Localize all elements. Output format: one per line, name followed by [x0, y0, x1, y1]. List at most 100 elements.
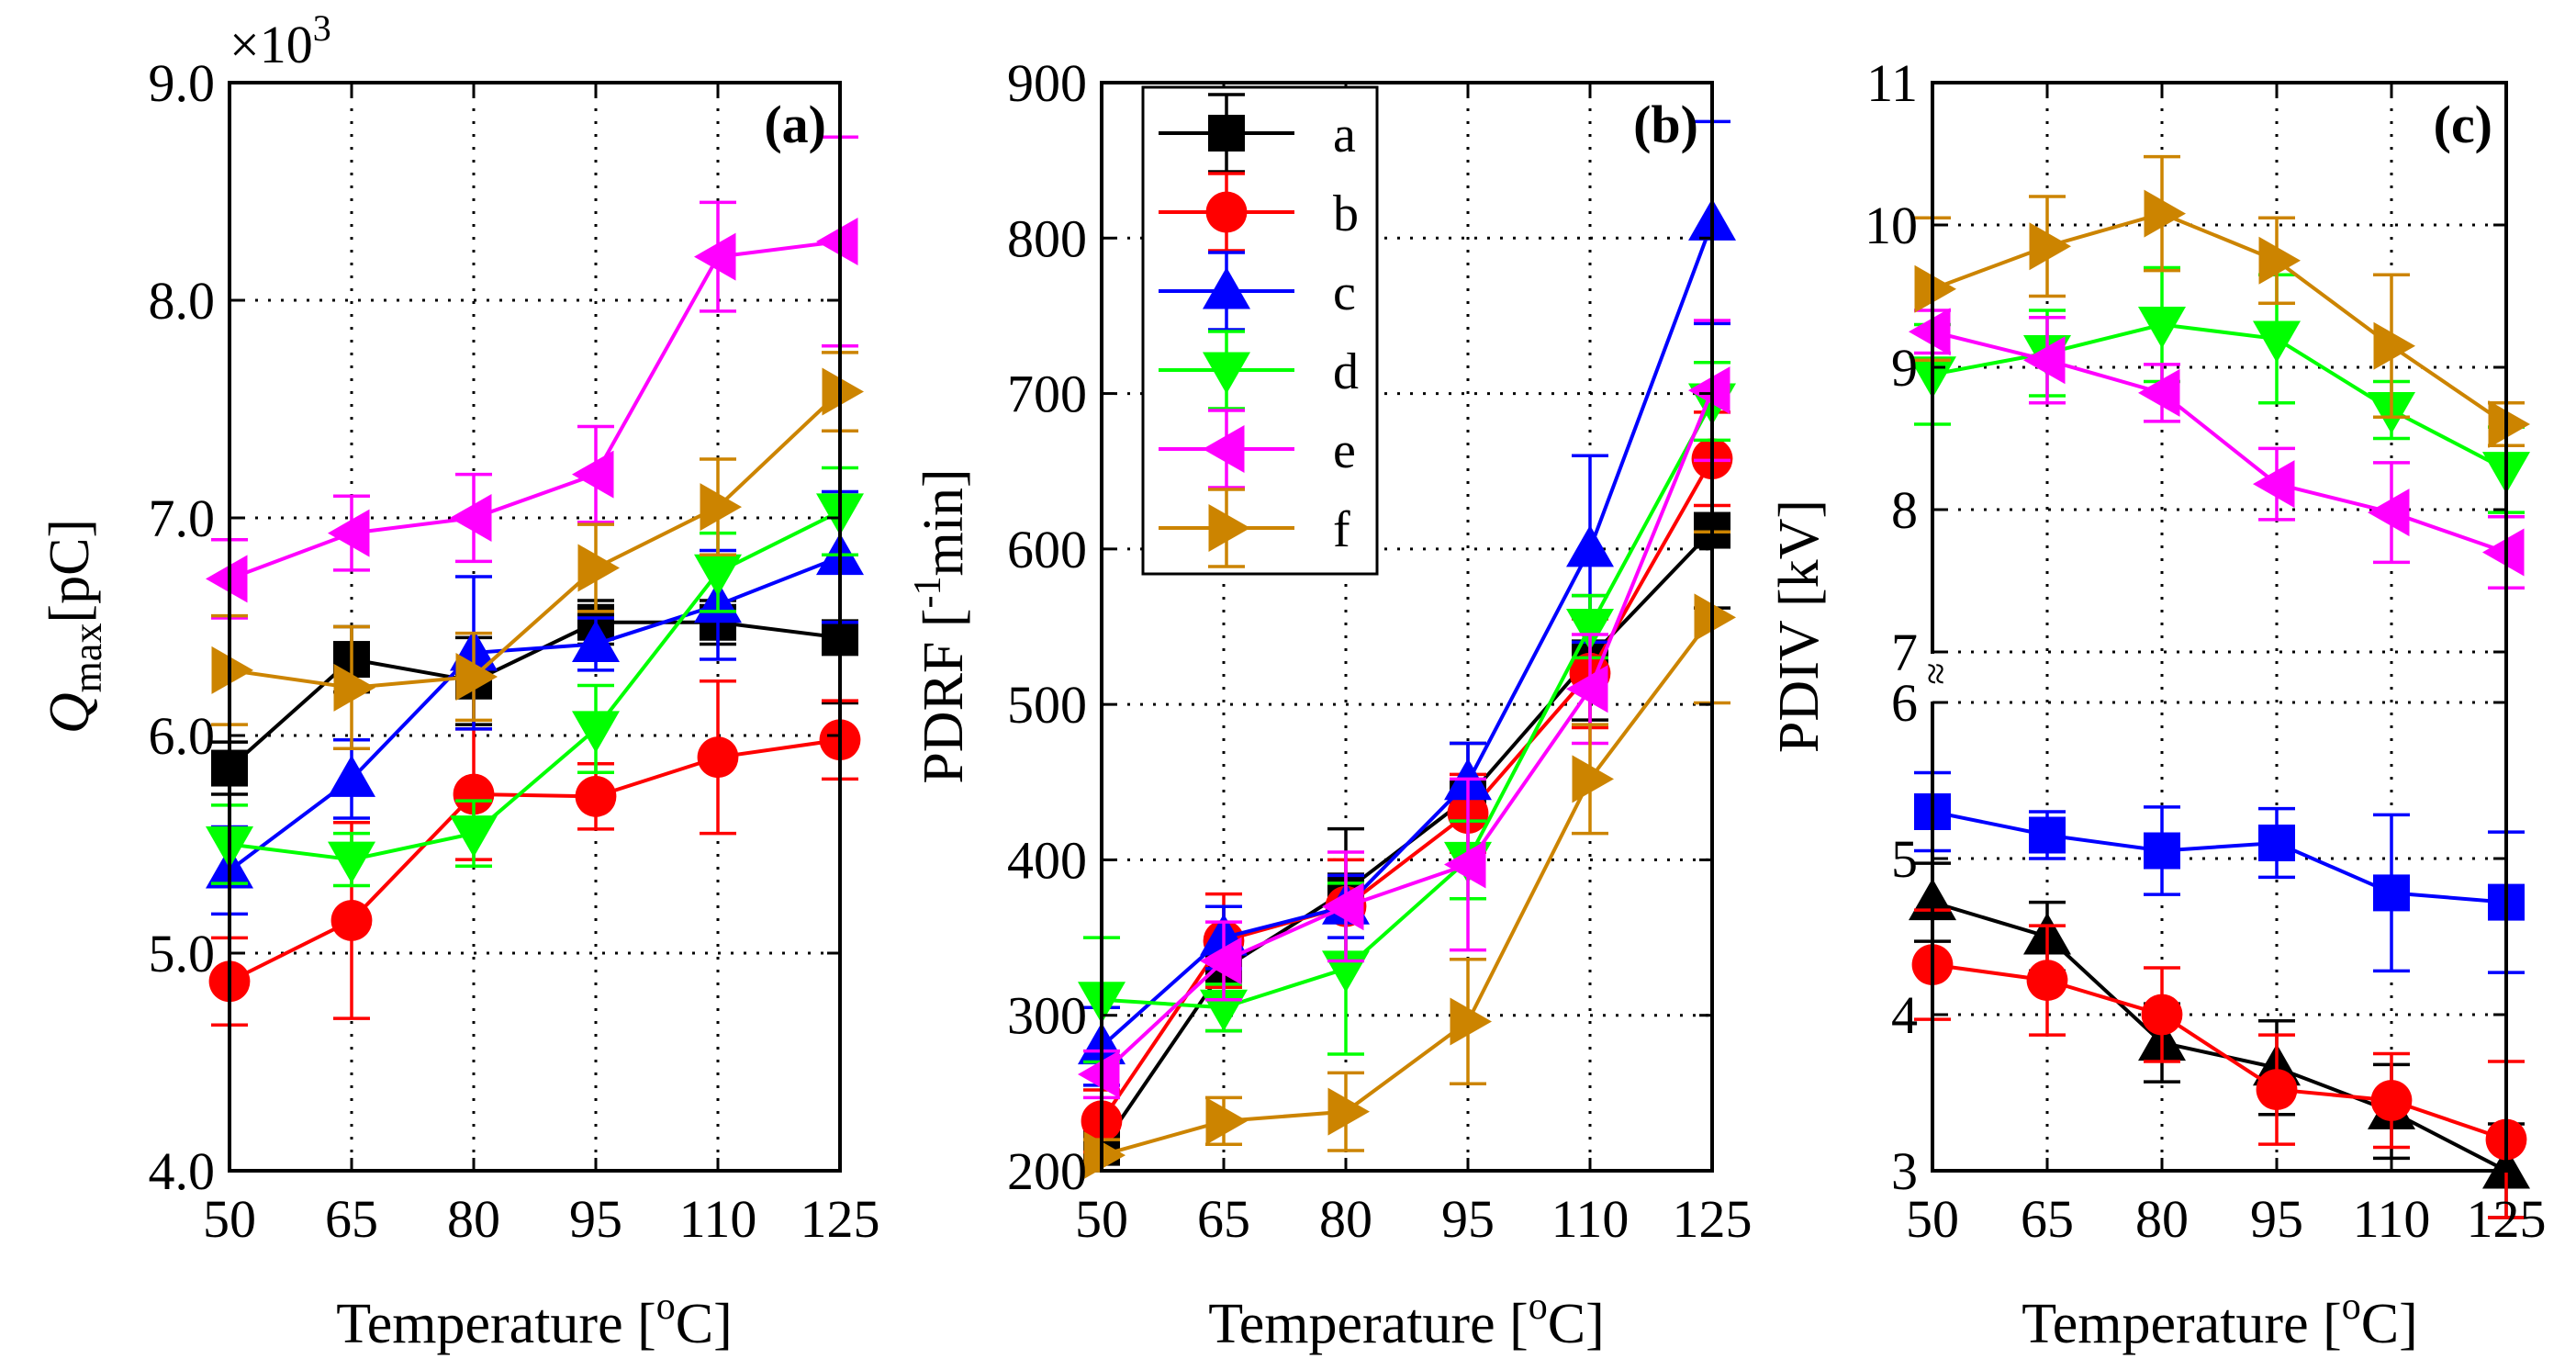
- data-point-c: [572, 620, 620, 662]
- series-f: [1914, 154, 2530, 448]
- data-point-c: [2258, 825, 2295, 861]
- legend-label-c: c: [1333, 264, 1356, 321]
- series-line-f: [1101, 616, 1714, 1157]
- x-tick-label: 125: [2467, 1189, 2547, 1249]
- y-tick-label: 700: [1007, 365, 1087, 424]
- axis-break-gap: [1928, 654, 1939, 702]
- panel-a-x-axis-label: Temperature [oC]: [336, 1286, 733, 1355]
- data-point-f: [1572, 755, 1614, 803]
- x-tick-label: 125: [801, 1189, 880, 1249]
- data-point-b: [697, 736, 739, 779]
- y-tick-label: 200: [1007, 1141, 1087, 1201]
- series-line-e: [1932, 330, 2507, 555]
- x-tick-label: 65: [325, 1189, 378, 1249]
- y-tick-label: 11: [1866, 53, 1918, 113]
- data-point-e: [328, 509, 370, 557]
- series-line-d: [1932, 322, 2507, 472]
- data-point-f: [2144, 189, 2186, 238]
- legend-label-d: d: [1333, 343, 1359, 400]
- axis-break-mark: ≈: [1913, 663, 1958, 685]
- x-tick-label: 50: [1075, 1189, 1128, 1249]
- series-e: [1909, 308, 2525, 590]
- legend-marker-d: [1203, 352, 1250, 394]
- data-point-b: [2256, 1069, 2298, 1110]
- data-point-d: [2253, 320, 2301, 363]
- panel-b-frame: [1100, 81, 1714, 1173]
- data-point-c: [2029, 816, 2066, 854]
- legend-item-c: c: [1159, 251, 1356, 331]
- data-point-e: [2023, 336, 2066, 385]
- panel-c-x-ticks: 50 65 80 95 110 125: [1906, 83, 2547, 1249]
- series-line-f: [229, 390, 842, 690]
- legend-label-b: b: [1333, 185, 1359, 242]
- panel-a-frame: [228, 81, 842, 1173]
- y-tick-label: 3: [1891, 1141, 1918, 1201]
- x-tick-label: 110: [2353, 1189, 2431, 1249]
- panel-b-x-axis-label: Temperature [oC]: [1208, 1286, 1605, 1355]
- legend-marker-a: [1208, 115, 1245, 152]
- data-point-f: [455, 653, 498, 702]
- x-tick-label: 110: [1551, 1189, 1630, 1249]
- y-tick-label: 5: [1891, 829, 1918, 889]
- panel-c-series: [1909, 154, 2530, 1219]
- series-line-b: [229, 737, 841, 983]
- data-point-f: [1327, 1087, 1370, 1136]
- panel-a-y-axis-label: Qmax[pC]: [39, 519, 110, 734]
- legend-label-f: f: [1333, 501, 1350, 558]
- data-point-c: [2144, 832, 2180, 870]
- legend-item-d: d: [1159, 330, 1359, 410]
- data-point-e: [1322, 882, 1364, 931]
- panel-b-series: [1078, 119, 1736, 1180]
- data-point-f: [2029, 222, 2071, 271]
- legend-item-b: b: [1159, 172, 1359, 253]
- x-tick-label: 50: [203, 1189, 256, 1249]
- data-point-e: [2253, 460, 2295, 509]
- panel-a-y-ticks: 4.0 5.0 6.0 7.0 8.0 9.0: [149, 53, 840, 1201]
- x-tick-label: 80: [2135, 1189, 2189, 1249]
- panel-b-y-ticks: 200 300 400 500 600 700 800 900: [1007, 53, 1712, 1201]
- data-point-e: [1909, 308, 1951, 356]
- data-point-f: [333, 663, 375, 712]
- data-point-f: [2373, 321, 2415, 370]
- data-point-e: [2368, 488, 2410, 537]
- panel-b-label: (b): [1633, 95, 1698, 154]
- x-tick-label: 95: [2250, 1189, 2303, 1249]
- y-tick-label: 5.0: [149, 924, 216, 983]
- series-line-e: [1100, 389, 1714, 1076]
- panel-a-y-multiplier: ×103: [230, 7, 331, 74]
- x-tick-label: 65: [2021, 1189, 2074, 1249]
- legend-marker-e: [1203, 425, 1245, 473]
- legend-item-e: e: [1159, 409, 1356, 489]
- data-point-b: [453, 773, 495, 815]
- y-tick-label: 7.0: [149, 488, 216, 548]
- panel-c-grid: [1932, 83, 2506, 1171]
- series-line-c: [1932, 810, 2507, 904]
- legend-label-a: a: [1333, 107, 1356, 163]
- data-point-f: [577, 544, 620, 592]
- panel-c-y-ticks: 3 4 5 67 8 9 10 11: [1865, 53, 2506, 1201]
- y-tick-label: 6.0: [149, 706, 216, 766]
- data-point-f: [700, 483, 742, 532]
- x-tick-label: 125: [1673, 1189, 1753, 1249]
- y-tick-label: 7: [1891, 623, 1918, 682]
- legend-item-f: f: [1159, 488, 1350, 568]
- data-point-f: [1914, 264, 1956, 313]
- data-point-d: [1566, 609, 1614, 651]
- data-point-e: [1444, 840, 1486, 889]
- data-point-e: [206, 555, 248, 603]
- series-line-c: [1100, 221, 1714, 1049]
- series-line-e: [229, 240, 841, 581]
- y-tick-label: 400: [1007, 830, 1087, 890]
- y-tick-label: 900: [1007, 53, 1087, 113]
- series-line-d: [229, 510, 841, 862]
- y-tick-label: 300: [1007, 986, 1087, 1046]
- legend-box: [1141, 85, 1379, 576]
- data-point-d: [450, 815, 498, 858]
- y-tick-label: 800: [1007, 208, 1087, 268]
- data-point-e: [572, 450, 614, 499]
- panel-c-label: (c): [2434, 95, 2492, 154]
- y-tick-label: 6: [1891, 673, 1918, 733]
- panel-c-frame: [1931, 81, 2508, 1173]
- data-point-e: [816, 218, 858, 266]
- series-e: [206, 135, 858, 620]
